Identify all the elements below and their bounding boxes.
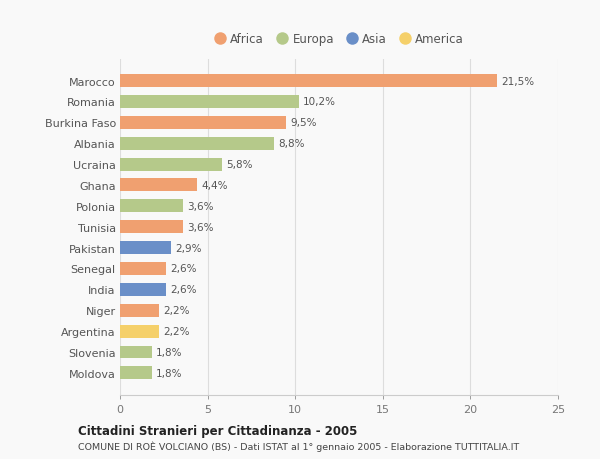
Text: 2,6%: 2,6%: [170, 285, 196, 295]
Bar: [120, 241, 171, 254]
Bar: [120, 96, 299, 109]
Bar: [120, 117, 286, 129]
Bar: [120, 325, 158, 338]
Text: COMUNE DI ROÈ VOLCIANO (BS) - Dati ISTAT al 1° gennaio 2005 - Elaborazione TUTTI: COMUNE DI ROÈ VOLCIANO (BS) - Dati ISTAT…: [78, 441, 519, 451]
Bar: [120, 221, 183, 234]
Text: 3,6%: 3,6%: [187, 202, 214, 211]
Bar: [120, 367, 152, 380]
Bar: [120, 200, 183, 213]
Bar: [120, 346, 152, 358]
Text: 3,6%: 3,6%: [187, 222, 214, 232]
Text: 2,2%: 2,2%: [163, 326, 190, 336]
Text: 8,8%: 8,8%: [278, 139, 305, 149]
Bar: [120, 263, 166, 275]
Text: 2,6%: 2,6%: [170, 264, 196, 274]
Bar: [120, 304, 158, 317]
Text: 2,2%: 2,2%: [163, 306, 190, 315]
Bar: [120, 283, 166, 296]
Bar: [120, 75, 497, 88]
Text: 9,5%: 9,5%: [291, 118, 317, 128]
Text: Cittadini Stranieri per Cittadinanza - 2005: Cittadini Stranieri per Cittadinanza - 2…: [78, 424, 358, 437]
Text: 1,8%: 1,8%: [156, 347, 182, 357]
Bar: [120, 137, 274, 151]
Legend: Africa, Europa, Asia, America: Africa, Europa, Asia, America: [209, 29, 469, 51]
Text: 2,9%: 2,9%: [175, 243, 202, 253]
Text: 5,8%: 5,8%: [226, 160, 253, 170]
Bar: [120, 158, 221, 171]
Text: 10,2%: 10,2%: [303, 97, 336, 107]
Bar: [120, 179, 197, 192]
Text: 1,8%: 1,8%: [156, 368, 182, 378]
Text: 4,4%: 4,4%: [202, 180, 228, 190]
Text: 21,5%: 21,5%: [501, 76, 534, 86]
